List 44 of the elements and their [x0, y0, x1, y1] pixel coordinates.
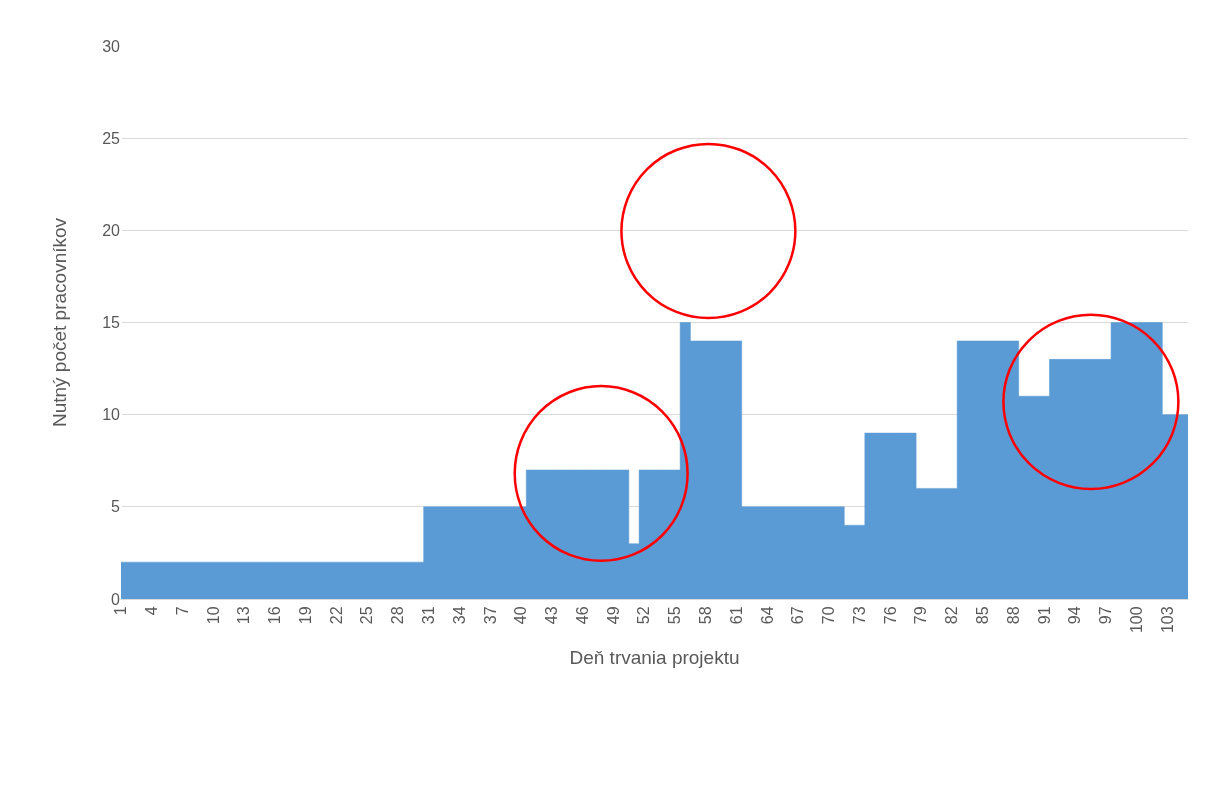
y-axis-title: Nutný počet pracovníkov	[49, 217, 71, 428]
x-tick-label: 97	[1097, 606, 1115, 625]
x-tick-label: 103	[1158, 606, 1176, 634]
x-tick-label: 49	[604, 606, 622, 625]
x-tick-label: 61	[727, 606, 745, 625]
y-tick-label: 20	[102, 221, 121, 239]
x-tick-label: 100	[1127, 606, 1145, 634]
x-tick-label: 37	[481, 606, 499, 625]
x-tick-label: 76	[881, 606, 899, 625]
x-tick-label: 22	[327, 606, 345, 625]
x-tick-label: 46	[573, 606, 591, 625]
y-tick-label: 0	[111, 590, 121, 608]
x-tick-label: 82	[943, 606, 961, 625]
x-tick-label: 10	[204, 606, 222, 625]
x-tick-label: 25	[358, 606, 376, 625]
x-tick-label: 70	[820, 606, 838, 625]
x-tick-label: 43	[543, 606, 561, 625]
y-tick-label: 10	[102, 406, 121, 424]
x-tick-label: 64	[758, 606, 776, 625]
x-tick-label: 58	[697, 606, 714, 625]
x-tick-label: 4	[142, 606, 160, 616]
x-tick-label: 79	[912, 606, 930, 625]
x-tick-label: 88	[1004, 606, 1022, 625]
x-tick-label: 7	[173, 606, 191, 616]
y-tick-label: 25	[102, 129, 121, 147]
x-tick-label: 28	[389, 606, 407, 625]
x-tick-label: 73	[850, 606, 868, 625]
y-tick-label: 30	[102, 37, 121, 55]
x-tick-label: 13	[235, 606, 253, 625]
x-tick-label: 19	[296, 606, 314, 625]
x-tick-label: 40	[512, 606, 530, 625]
x-tick-label: 34	[450, 606, 468, 625]
x-tick-label: 85	[974, 606, 992, 625]
y-tick-label: 5	[111, 498, 121, 516]
x-tick-label: 94	[1066, 606, 1084, 625]
x-tick-label: 55	[666, 606, 684, 625]
x-tick-label: 67	[789, 606, 807, 625]
x-tick-label: 52	[635, 606, 653, 625]
x-tick-label: 91	[1035, 606, 1053, 625]
x-axis-title: Deň trvania projektu	[569, 646, 740, 668]
x-tick-label: 1	[112, 606, 130, 616]
y-tick-label: 15	[102, 314, 121, 332]
x-tick-label: 31	[419, 606, 437, 625]
x-tick-label: 16	[266, 606, 284, 625]
